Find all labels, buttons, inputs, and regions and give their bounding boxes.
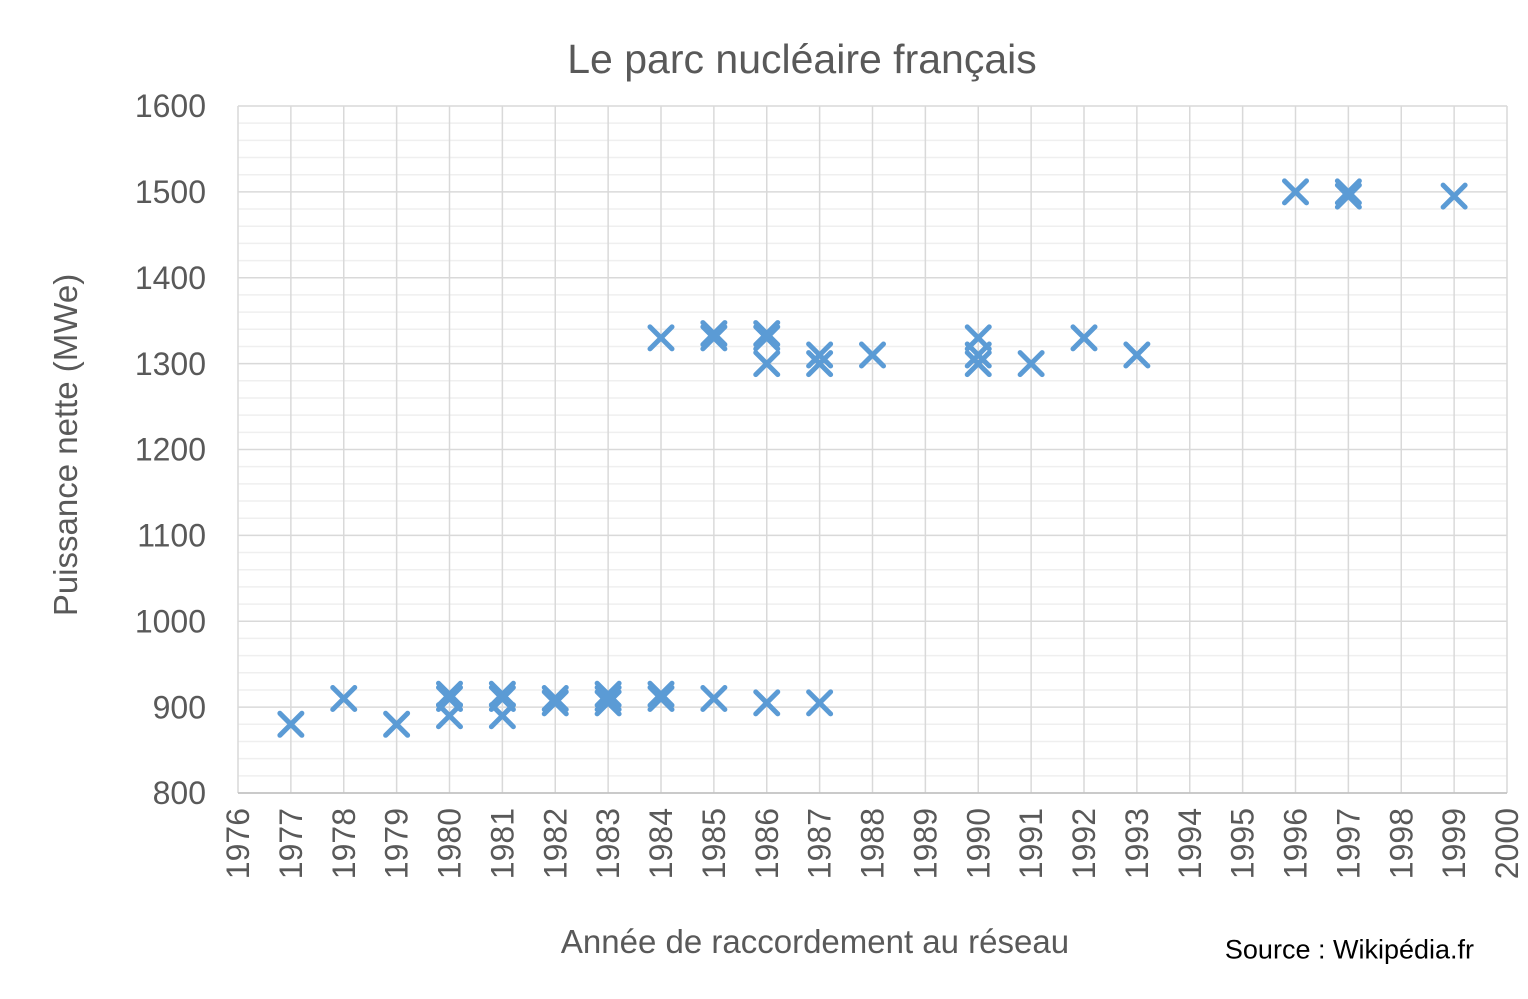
data-point-marker: [700, 320, 728, 348]
data-point-marker: [1334, 182, 1362, 210]
y-tick-label: 1600: [135, 88, 206, 124]
data-point-marker: [806, 689, 834, 717]
x-tick-label: 1983: [590, 808, 626, 879]
x-tick-label: 1991: [1013, 808, 1049, 879]
y-tick-label: 1500: [135, 174, 206, 210]
x-tick-label: 1999: [1436, 808, 1472, 879]
data-point-marker: [383, 710, 411, 738]
data-point-marker: [753, 350, 781, 378]
x-tick-label: 1978: [326, 808, 362, 879]
y-tick-labels: 800 900 1000 1100 1200 1300 1400 1500 1600: [135, 88, 206, 811]
y-tick-label: 1400: [135, 260, 206, 296]
data-point-marker: [647, 680, 675, 708]
x-tick-label: 2000: [1489, 808, 1525, 879]
data-point-marker: [753, 324, 781, 352]
data-point-marker: [700, 324, 728, 352]
data-points: [277, 178, 1468, 738]
data-point-marker: [806, 350, 834, 378]
x-tick-label: 1989: [907, 808, 943, 879]
gridlines-vertical: [237, 106, 1508, 793]
x-tick-label: 1993: [1119, 808, 1155, 879]
data-point-marker: [700, 685, 728, 713]
data-point-marker: [1070, 324, 1098, 352]
data-point-marker: [1282, 178, 1309, 206]
data-point-marker: [488, 685, 516, 713]
y-tick-label: 800: [153, 775, 206, 811]
y-tick-label: 1100: [137, 518, 206, 554]
data-point-marker: [753, 320, 781, 348]
x-tick-label: 1981: [484, 808, 520, 879]
data-point-marker: [753, 689, 781, 717]
data-point-marker: [277, 710, 305, 738]
x-tick-label: 1992: [1066, 808, 1102, 879]
x-tick-label: 1985: [696, 808, 732, 879]
data-point-marker: [594, 689, 622, 717]
x-tick-label: 1984: [643, 808, 679, 879]
x-tick-label: 1986: [749, 808, 785, 879]
y-tick-label: 900: [153, 689, 206, 725]
source-label: Source : Wikipédia.fr: [1224, 934, 1474, 965]
data-point-marker: [964, 324, 992, 352]
data-point-marker: [647, 685, 675, 713]
data-point-marker: [964, 350, 992, 378]
x-tick-label: 1990: [960, 808, 996, 879]
y-tick-label: 1300: [135, 346, 206, 382]
x-tick-label: 1980: [432, 808, 468, 879]
x-tick-label: 1995: [1225, 808, 1261, 879]
x-tick-label: 1994: [1172, 808, 1208, 879]
x-tick-label: 1979: [379, 808, 415, 879]
x-tick-label: 1988: [855, 808, 891, 879]
data-point-marker: [647, 324, 675, 352]
data-point-marker: [806, 341, 834, 369]
data-point-marker: [594, 685, 622, 713]
data-point-marker: [488, 680, 516, 708]
x-tick-label: 1996: [1278, 808, 1314, 879]
data-point-marker: [541, 685, 569, 713]
data-point-marker: [436, 680, 463, 708]
data-point-marker: [1123, 341, 1151, 369]
chart-title: Le parc nucléaire français: [567, 36, 1037, 82]
data-point-marker: [859, 341, 886, 369]
data-point-marker: [330, 685, 358, 713]
data-point-marker: [541, 689, 569, 717]
data-point-marker: [436, 685, 463, 713]
x-tick-label: 1976: [220, 808, 256, 879]
data-point-marker: [1440, 182, 1468, 210]
data-point-marker: [594, 680, 622, 708]
y-tick-label: 1000: [135, 603, 206, 639]
y-tick-label: 1200: [135, 432, 206, 468]
x-tick-label: 1997: [1330, 808, 1366, 879]
x-tick-label: 1998: [1383, 808, 1419, 879]
data-point-marker: [1017, 350, 1045, 378]
data-point-marker: [1334, 178, 1362, 206]
x-tick-label: 1977: [273, 808, 309, 879]
x-axis-title: Année de raccordement au réseau: [560, 923, 1070, 960]
x-tick-label: 1987: [802, 808, 838, 879]
x-tick-label: 1982: [537, 808, 573, 879]
x-tick-labels: 1976 1977 1978 1979 1980 1981 1982 1983 1984 1985…: [220, 808, 1525, 879]
